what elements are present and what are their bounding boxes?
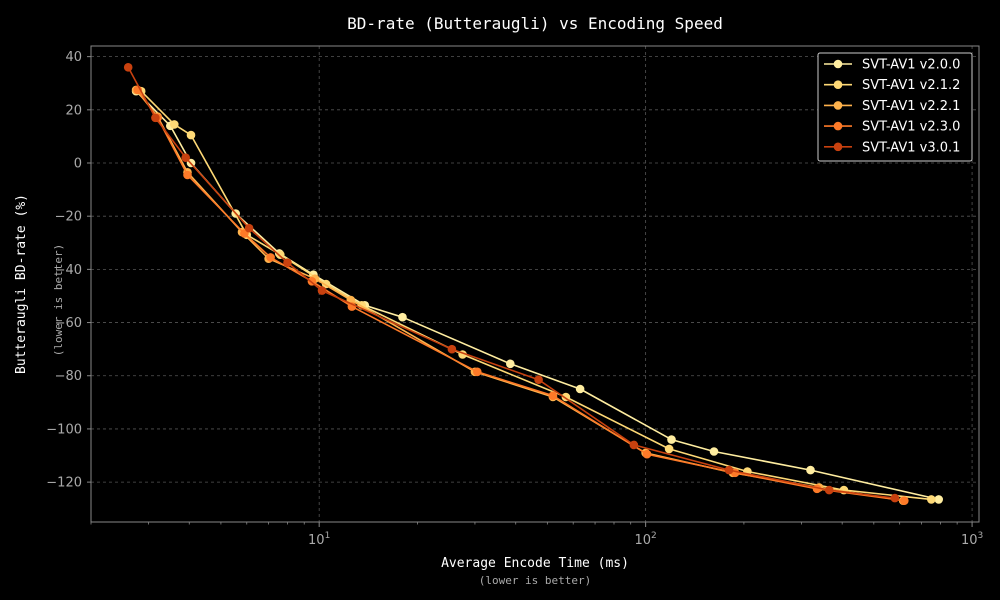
data-point (398, 312, 407, 322)
y-tick-label: 0 (74, 157, 82, 172)
x-axis-label-note: (lower is better) (479, 574, 592, 587)
chart-title: BD-rate (Butteraugli) vs Encoding Speed (347, 14, 723, 33)
data-point (170, 120, 179, 129)
x-tick-label-exponent: 2 (651, 531, 657, 541)
legend-marker (833, 101, 843, 110)
legend-item: SVT-AV1 v2.1.2 (824, 78, 960, 93)
data-point (806, 465, 815, 475)
y-axis-label-note: (lower is better) (52, 244, 65, 357)
data-point (575, 384, 585, 394)
data-point (123, 63, 133, 72)
data-point (629, 440, 639, 450)
data-point (266, 253, 275, 262)
data-point (244, 223, 254, 233)
x-tick-label: 103 (961, 531, 983, 548)
data-point (473, 367, 482, 377)
y-axis-label: Butteraugli BD-rate (%) (14, 194, 29, 374)
legend-marker (833, 80, 843, 89)
x-axis-label: Average Encode Time (ms) (441, 556, 629, 571)
legend-label: SVT-AV1 v3.0.1 (862, 140, 960, 155)
data-point (276, 250, 285, 259)
x-tick-label-exponent: 3 (977, 531, 983, 541)
data-point (506, 359, 515, 369)
x-tick-label-base: 10 (961, 533, 978, 548)
legend-item: SVT-AV1 v2.0.0 (824, 58, 960, 73)
legend-marker (833, 142, 843, 152)
data-point (934, 495, 943, 504)
y-tick-label: −40 (55, 263, 82, 278)
data-point (900, 496, 909, 506)
x-tick-label-base: 10 (634, 533, 651, 548)
data-point (548, 391, 558, 401)
data-point (186, 130, 196, 140)
y-tick-label: 40 (65, 50, 82, 65)
legend-item: SVT-AV1 v2.3.0 (824, 120, 960, 135)
legend-label: SVT-AV1 v2.3.0 (862, 120, 960, 135)
data-point (447, 344, 457, 354)
series-layer (123, 63, 943, 506)
data-point (927, 495, 936, 504)
legend-label: SVT-AV1 v2.1.2 (862, 78, 960, 93)
x-tick-label-exponent: 1 (325, 531, 331, 541)
legend-label: SVT-AV1 v2.2.1 (862, 99, 960, 114)
y-tick-label: −80 (55, 369, 82, 384)
legend-frame (817, 52, 973, 162)
data-point (534, 375, 543, 385)
data-point (642, 449, 652, 459)
data-point (181, 153, 190, 162)
data-point (183, 170, 192, 180)
data-point (890, 493, 900, 503)
data-point (724, 465, 734, 475)
data-point (709, 447, 719, 456)
legend: SVT-AV1 v2.0.0 SVT-AV1 v2.1.2 SVT-AV1 v2.2… (817, 52, 973, 162)
y-tick-label: −60 (55, 316, 82, 331)
y-tick-label: 20 (65, 103, 82, 118)
data-point (283, 258, 292, 268)
legend-item: SVT-AV1 v3.0.1 (824, 140, 960, 155)
x-tick-label-base: 10 (308, 533, 325, 548)
y-tick-label: −20 (55, 210, 82, 225)
legend-marker (833, 121, 843, 131)
data-point (151, 113, 160, 123)
series-line (127, 66, 895, 499)
data-point (664, 444, 674, 454)
legend-item: SVT-AV1 v2.2.1 (824, 99, 960, 114)
series-5 (123, 63, 900, 503)
data-point (317, 286, 327, 295)
x-tick-label: 101 (308, 531, 330, 548)
y-tick-label: −100 (46, 422, 82, 437)
legend-label: SVT-AV1 v2.0.0 (862, 58, 960, 73)
legend-marker (833, 59, 843, 69)
y-tick-label: −120 (46, 476, 82, 491)
data-point (824, 485, 834, 495)
plot-frame (90, 45, 980, 523)
data-point (667, 435, 676, 444)
x-tick-label: 102 (634, 531, 656, 548)
